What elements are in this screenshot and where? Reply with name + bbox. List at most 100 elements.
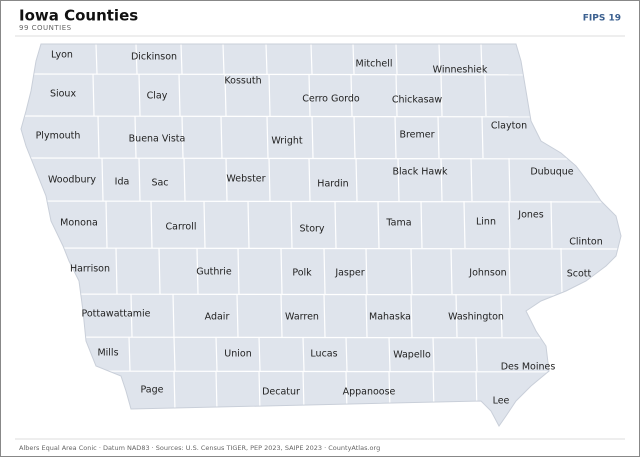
county-border	[225, 157, 228, 202]
county-border	[268, 73, 271, 117]
county-border	[410, 293, 413, 338]
county-border	[203, 200, 206, 249]
county-label: Plymouth	[36, 131, 81, 142]
county-border	[128, 336, 131, 372]
county-border	[480, 44, 483, 75]
county-border	[290, 200, 293, 249]
county-border	[138, 157, 141, 202]
county-label: Clinton	[569, 237, 603, 248]
county-border	[105, 200, 108, 249]
subtitle: 99 COUNTIES	[19, 24, 72, 32]
county-label: Tama	[385, 218, 411, 229]
county-label: Appanoose	[343, 387, 396, 398]
county-label: Pottawattamie	[81, 309, 150, 320]
title: Iowa Counties	[19, 7, 138, 25]
county-border	[437, 115, 440, 159]
county-label: Lucas	[310, 349, 337, 360]
county-border	[560, 247, 563, 295]
county-border	[352, 44, 355, 75]
county-border	[222, 44, 225, 75]
county-border	[158, 247, 161, 295]
county-label: Buena Vista	[129, 134, 186, 145]
county-border	[395, 73, 398, 117]
county-label: Woodbury	[48, 175, 96, 186]
county-border	[377, 200, 380, 249]
county-border	[258, 336, 261, 372]
county-border	[508, 200, 511, 249]
county-border	[350, 73, 353, 117]
county-border	[236, 293, 239, 338]
county-label: Mahaska	[369, 312, 411, 323]
county-label: Ida	[115, 177, 130, 188]
county-border	[450, 247, 453, 295]
county-label: Warren	[285, 312, 319, 323]
county-label: Bremer	[399, 130, 434, 141]
county-border	[280, 247, 283, 295]
county-label: Linn	[476, 217, 496, 228]
county-label: Clayton	[491, 121, 527, 132]
county-border	[220, 115, 223, 159]
county-border	[215, 370, 218, 412]
county-label: Johnson	[468, 268, 506, 279]
county-border	[302, 336, 305, 372]
county-label: Union	[224, 349, 251, 360]
footer: Albers Equal Area Conic · Datum NAD83 · …	[19, 444, 380, 452]
county-border	[395, 44, 398, 75]
county-border	[95, 44, 98, 75]
county-border	[420, 200, 423, 249]
county-border	[334, 200, 337, 249]
county-label: Story	[299, 224, 324, 235]
county-border	[345, 336, 348, 372]
county-border	[481, 115, 484, 159]
county-border	[21, 247, 621, 250]
county-border	[172, 293, 175, 338]
county-border	[397, 157, 400, 202]
county-border	[308, 157, 311, 202]
county-label: Mills	[97, 348, 118, 359]
county-border	[500, 293, 503, 338]
county-border	[21, 200, 621, 203]
county-label: Des Moines	[501, 362, 556, 373]
county-border	[178, 73, 181, 117]
county-border	[180, 44, 183, 75]
county-borders	[21, 44, 621, 412]
county-border	[388, 336, 391, 372]
county-border	[173, 370, 176, 412]
county-border	[475, 336, 478, 372]
county-border	[130, 293, 133, 338]
county-border	[135, 44, 138, 75]
county-label: Adair	[205, 312, 230, 323]
county-label: Winneshiek	[433, 65, 488, 76]
county-border	[308, 73, 311, 117]
county-label: Kossuth	[224, 76, 261, 87]
county-label: Clay	[147, 91, 168, 102]
fips-badge: FIPS 19	[583, 14, 621, 24]
county-label: Wapello	[393, 350, 431, 361]
county-label: Jones	[517, 210, 543, 221]
county-border	[463, 200, 466, 249]
county-border	[101, 157, 104, 202]
county-label: Sac	[151, 178, 168, 189]
county-border	[258, 370, 261, 412]
county-label: Cerro Gordo	[302, 94, 360, 105]
county-label: Lee	[493, 396, 510, 407]
county-label: Dickinson	[131, 52, 177, 63]
county-label: Chickasaw	[392, 95, 442, 106]
county-border	[21, 336, 621, 339]
county-label: Monona	[60, 218, 98, 229]
county-border	[508, 247, 511, 295]
county-border	[268, 157, 271, 202]
county-border	[138, 73, 141, 117]
county-label: Hardin	[317, 179, 348, 190]
county-border	[173, 336, 176, 372]
county-label: Carroll	[166, 222, 197, 233]
county-border	[455, 293, 458, 338]
county-border	[323, 293, 326, 338]
county-border	[355, 157, 358, 202]
county-border	[484, 73, 487, 117]
county-border	[311, 115, 314, 159]
county-label: Dubuque	[530, 167, 573, 178]
county-border	[247, 200, 250, 249]
